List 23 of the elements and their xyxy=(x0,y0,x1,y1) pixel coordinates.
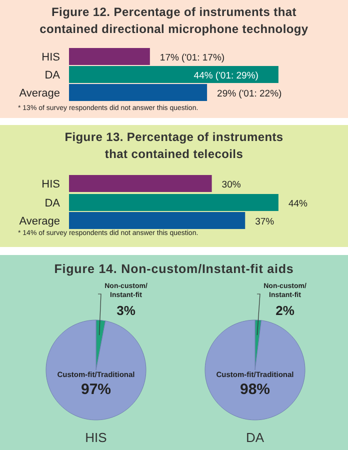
pie-slice xyxy=(204,320,306,420)
data-label: 98% xyxy=(240,381,270,398)
text: DA xyxy=(246,430,264,445)
text: HIS xyxy=(85,430,108,445)
y-tick-label: Average xyxy=(19,88,60,100)
pie-slice xyxy=(46,320,146,420)
chart-title: Figure 12. Percentage of instruments that contained directional microphone technology xyxy=(40,5,308,36)
data-label: 44% ('01: 29%) xyxy=(194,70,258,82)
data-label: 29% ('01: 22%) xyxy=(217,88,282,100)
data-label: 30% xyxy=(222,180,242,190)
data-label: 3% xyxy=(116,303,136,318)
y-tick-label: DA xyxy=(44,70,61,82)
data-label: 2% xyxy=(276,303,295,318)
data-label: 37% xyxy=(255,216,275,228)
data-label: 44% xyxy=(288,198,308,210)
y-tick-label: HIS xyxy=(42,52,60,64)
y-tick-label: Average xyxy=(19,216,60,228)
y-tick-label: DA xyxy=(44,198,61,210)
chart-title: Figure 13. Percentage of instruments that contained telecoils xyxy=(64,130,284,161)
text: Figure 14. Non-custom/Instant-fit aids xyxy=(54,262,294,276)
data-label: 17% ('01: 17%) xyxy=(160,52,225,64)
y-tick-label: HIS xyxy=(42,178,60,190)
data-label: 97% xyxy=(80,381,112,398)
